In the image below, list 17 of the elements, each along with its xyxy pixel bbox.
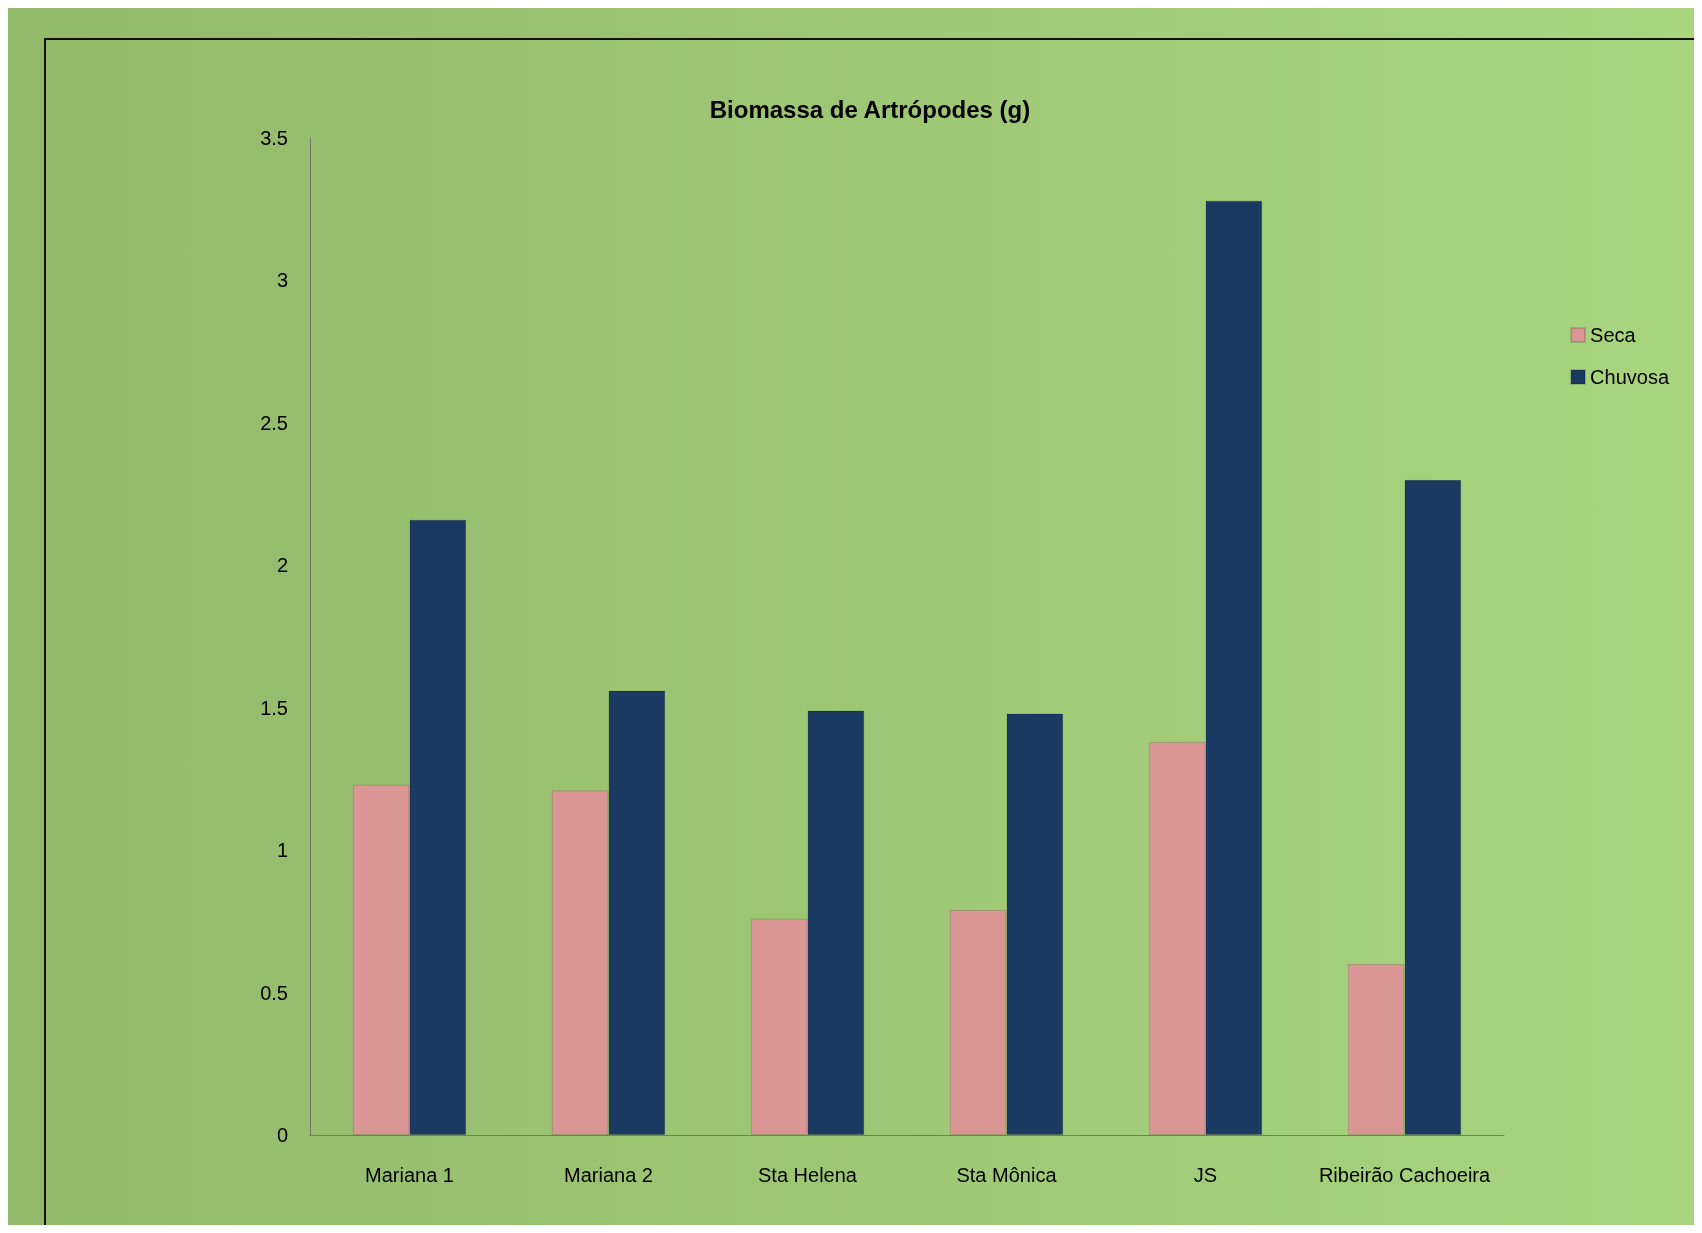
y-tick-label: 0.5 (260, 981, 288, 1004)
legend-label: Seca (1590, 324, 1637, 346)
y-tick-label: 2 (276, 554, 288, 577)
y-tick-label: 3.5 (260, 127, 288, 149)
y-tick-label: 2.5 (260, 411, 288, 434)
y-tick-label: 0 (276, 1124, 288, 1146)
legend-label: Chuvosa (1590, 366, 1670, 388)
y-tick-label: 1.5 (260, 696, 288, 719)
x-tick-label: Mariana 1 (365, 1164, 454, 1186)
x-tick-label: JS (1193, 1164, 1218, 1186)
x-tick-label: Mariana 2 (564, 1164, 653, 1186)
x-tick-label: Sta Helena (758, 1164, 858, 1186)
x-tick-label: Ribeirão Cachoeira (1318, 1164, 1491, 1186)
chart-title: Biomassa de Artrópodes (g) (709, 95, 1031, 123)
x-tick-label: Sta Mônica (956, 1164, 1058, 1186)
y-tick-label: 3 (276, 269, 288, 292)
y-tick-label: 1 (276, 839, 288, 862)
